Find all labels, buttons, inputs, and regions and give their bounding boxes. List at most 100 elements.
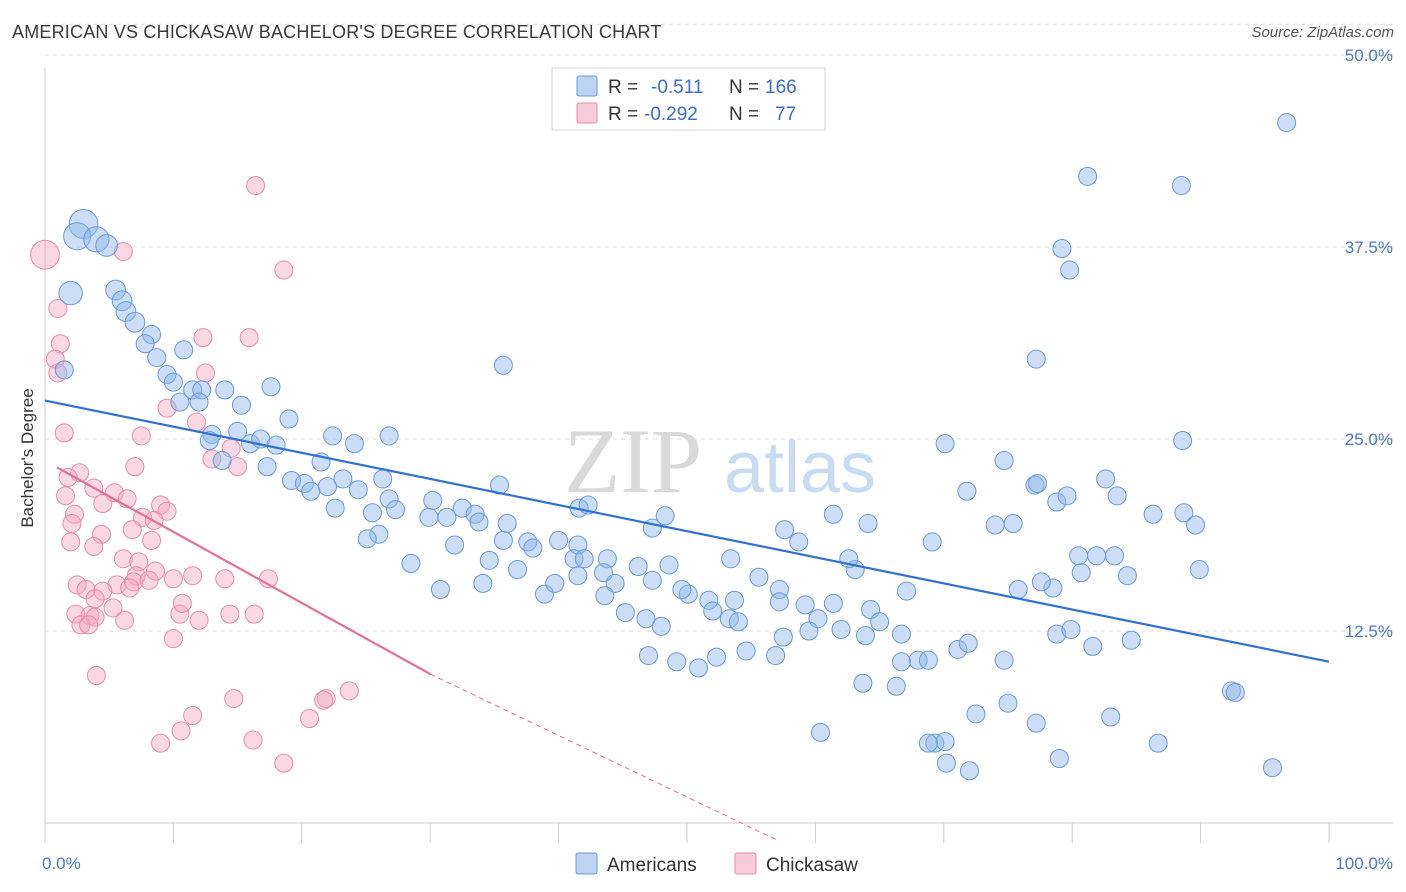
americans-point [317,477,337,497]
americans-point [749,567,769,587]
americans-point [605,573,625,593]
americans-point [147,348,167,368]
chickasaw-point [145,561,165,581]
chickasaw-point [239,328,259,348]
americans-point [1052,239,1072,259]
chickasaw-point [54,423,74,443]
chickasaw-point [103,598,123,618]
chickasaw-point [157,501,177,521]
chickasaw-point [183,705,203,725]
americans-point [721,549,741,569]
americans-point [1107,486,1127,506]
chickasaw-point [274,260,294,280]
americans-point [189,392,209,412]
americans-point [935,732,955,752]
bottom-legend-swatch-chickasaw [734,852,757,875]
legend: R = -0.511 N = 166 R = -0.292 N = 77 [551,67,826,131]
americans-point [897,581,917,601]
chickasaw-point [163,569,183,589]
chickasaw-point [115,610,135,630]
chickasaw-point [56,486,76,506]
americans-point [615,603,635,623]
americans-point [574,549,594,569]
chickasaw-point [189,610,209,630]
americans-point [1028,474,1048,494]
chickasaw-point [246,176,266,196]
americans-point [369,524,389,544]
americans-point [1049,748,1069,768]
americans-point [430,580,450,600]
americans-point [111,290,133,312]
americans-point [891,652,911,672]
americans-point [823,593,843,613]
americans-point [1069,546,1089,566]
trend-lines [44,399,1330,841]
americans-point [1071,563,1091,583]
legend-n-label-chickasaw: N = [729,104,759,125]
americans-point [282,470,302,490]
americans-point [423,490,443,510]
americans-point [192,380,212,400]
americans-point [257,457,277,477]
chickasaw-point [183,566,203,586]
americans-point [1277,113,1297,133]
americans-point [1225,682,1245,702]
americans-point [54,360,74,380]
chickasaw-point [196,363,215,383]
americans-point [655,506,675,526]
chickasaw-point [124,572,144,592]
americans-point [795,595,815,615]
americans-point [775,520,795,540]
americans-point [659,555,679,575]
y-tick-labels: 12.5% 25.0% 37.5% 50.0% [1345,46,1393,641]
americans-point [357,529,377,549]
americans-point [1087,546,1107,566]
americans-point [707,647,727,667]
americans-point [918,650,938,670]
chickasaw-point [113,242,133,262]
americans-point [1121,630,1141,650]
americans-point [1008,580,1028,600]
americans-point [985,515,1005,535]
chickasaw-point [220,604,240,624]
americans-point [157,364,177,384]
legend-r-label-americans: R = [608,77,638,98]
americans-point [568,566,588,586]
x-tick-labels: 0.0% 100.0% [42,854,1393,873]
americans-point [925,733,945,753]
americans-point [1117,566,1137,586]
americans-point [936,753,956,773]
americans-point [493,355,513,375]
chickasaw-point [243,730,263,750]
legend-swatch-americans [576,75,598,97]
americans-point [789,532,809,552]
americans-point [1174,503,1194,523]
chickasaw-point [93,581,113,601]
americans-point [437,507,457,527]
chickasaw-point [62,513,82,533]
americans-point [773,627,793,647]
americans-point [886,676,906,696]
americans-point [163,372,183,392]
legend-n-label-americans: N = [729,77,759,98]
chickasaw-point [215,569,235,589]
americans-point [636,609,656,629]
americans-point [703,601,723,621]
americans-point [174,340,194,360]
americans-point [1083,636,1103,656]
americans-point [672,580,692,600]
americans-point [508,560,528,580]
americans-point [497,513,517,533]
americans-point [994,451,1014,471]
americans-point [142,325,162,345]
americans-point [766,646,786,666]
americans-point [549,530,569,550]
chickasaw-point [84,537,104,557]
watermark: ZIP atlas [564,410,876,512]
bottom-legend-swatch-americans [575,852,598,875]
americans-point [870,612,890,632]
americans-point [1047,624,1067,644]
legend-swatch-chickasaw [576,102,598,124]
americans-point [362,503,382,523]
chickasaw-point [85,589,105,609]
